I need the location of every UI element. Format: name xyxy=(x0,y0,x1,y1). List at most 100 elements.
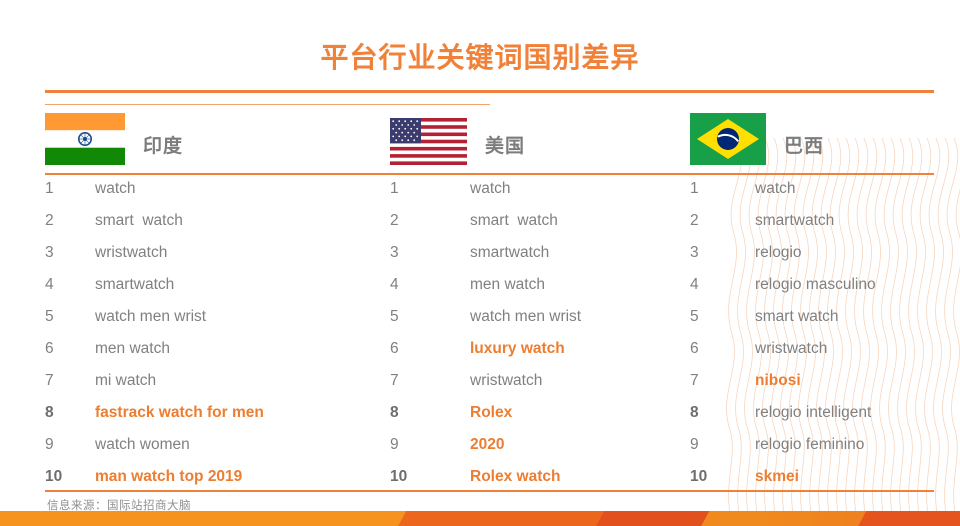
keyword-cell: smartwatch xyxy=(95,276,175,293)
keyword-row: 8 Rolex xyxy=(390,397,682,429)
keyword-row: 2 smart watch xyxy=(390,205,682,237)
rank-cell: 6 xyxy=(390,340,399,357)
rank-cell: 8 xyxy=(690,404,699,421)
keyword-list-india: 1 watch 2 smart watch 3 wristwatch 4 smartwatch… xyxy=(45,173,380,493)
keyword-cell: skmei xyxy=(755,468,799,485)
source-label: 信息来源：国际站招商大脑 xyxy=(47,500,191,512)
rank-cell: 5 xyxy=(45,308,54,325)
rank-cell: 9 xyxy=(45,436,54,453)
keyword-cell: 2020 xyxy=(470,436,505,453)
keyword-cell: watch xyxy=(470,180,511,197)
rank-cell: 3 xyxy=(45,244,54,261)
keyword-row: 9 2020 xyxy=(390,429,682,461)
keyword-cell: watch men wrist xyxy=(95,308,207,325)
keyword-row: 1 watch xyxy=(45,173,380,205)
rank-cell: 8 xyxy=(45,404,54,421)
keyword-row: 6 men watch xyxy=(45,333,380,365)
rank-cell: 5 xyxy=(690,308,699,325)
keyword-row: 4 smartwatch xyxy=(45,269,380,301)
keyword-cell: smart watch xyxy=(95,212,183,229)
title-subrule xyxy=(45,104,490,105)
keyword-cell: wristwatch xyxy=(470,372,543,389)
rank-cell: 10 xyxy=(45,468,63,485)
rank-cell: 5 xyxy=(390,308,399,325)
country-header-usa: 美国 xyxy=(390,111,682,171)
keyword-row: 4 men watch xyxy=(390,269,682,301)
country-header-india: 印度 xyxy=(45,111,380,171)
keyword-cell: watch xyxy=(755,180,796,197)
keyword-row: 7 mi watch xyxy=(45,365,380,397)
keyword-row: 6 wristwatch xyxy=(690,333,940,365)
keyword-cell: nibosi xyxy=(755,372,801,389)
keyword-cell: watch women xyxy=(95,436,190,453)
keyword-cell: smart watch xyxy=(755,308,839,325)
rank-cell: 2 xyxy=(390,212,399,229)
footer-rule xyxy=(45,490,934,492)
keyword-cell: Rolex xyxy=(470,404,513,421)
keyword-row: 3 wristwatch xyxy=(45,237,380,269)
keyword-cell: watch men wrist xyxy=(470,308,582,325)
keyword-cell: smartwatch xyxy=(755,212,835,229)
country-column-usa: 美国 1 watch 2 smart watch 3 smartwatch 4 men wat… xyxy=(390,111,682,507)
keyword-cell: wristwatch xyxy=(755,340,828,357)
india-flag-icon xyxy=(45,113,125,165)
keyword-row: 5 smart watch xyxy=(690,301,940,333)
keyword-row: 10 skmei xyxy=(690,461,940,493)
page-title: 平台行业关键词国别差异 xyxy=(320,42,640,73)
country-label: 印度 xyxy=(143,136,184,157)
rank-cell: 9 xyxy=(690,436,699,453)
keyword-row: 8 relogio intelligent xyxy=(690,397,940,429)
rank-cell: 7 xyxy=(45,372,54,389)
rank-cell: 1 xyxy=(390,180,399,197)
keyword-cell: mi watch xyxy=(95,372,157,389)
rank-cell: 3 xyxy=(690,244,699,261)
keyword-row: 2 smart watch xyxy=(45,205,380,237)
keyword-row: 2 smartwatch xyxy=(690,205,940,237)
country-label: 美国 xyxy=(485,136,526,157)
title-rule xyxy=(45,90,934,93)
keyword-cell: watch xyxy=(95,180,136,197)
keyword-cell: relogio masculino xyxy=(755,276,876,293)
rank-cell: 6 xyxy=(690,340,699,357)
keyword-row: 10 man watch top 2019 xyxy=(45,461,380,493)
country-header-brazil: 巴西 xyxy=(690,111,940,171)
keyword-row: 9 relogio feminino xyxy=(690,429,940,461)
keyword-list-usa: 1 watch 2 smart watch 3 smartwatch 4 men watch 5… xyxy=(390,173,682,493)
keyword-cell: men watch xyxy=(470,276,545,293)
rank-cell: 1 xyxy=(690,180,699,197)
rank-cell: 4 xyxy=(45,276,54,293)
keyword-list-brazil: 1 watch 2 smartwatch 3 relogio 4 relogio mascul… xyxy=(690,173,940,493)
rank-cell: 4 xyxy=(690,276,699,293)
keyword-cell: men watch xyxy=(95,340,170,357)
country-column-india: 印度 1 watch 2 smart watch 3 wristwatch 4 smartwa… xyxy=(45,111,380,507)
country-column-brazil: 巴西 1 watch 2 smartwatch 3 relogio 4 relogio mas… xyxy=(690,111,940,507)
keyword-cell: relogio intelligent xyxy=(755,404,872,421)
footer-decoration-bar xyxy=(0,511,960,526)
rank-cell: 7 xyxy=(390,372,399,389)
keyword-row: 6 luxury watch xyxy=(390,333,682,365)
country-label: 巴西 xyxy=(784,136,825,157)
rank-cell: 8 xyxy=(390,404,399,421)
keyword-cell: relogio xyxy=(755,244,802,261)
keyword-row: 1 watch xyxy=(390,173,682,205)
keyword-row: 10 Rolex watch xyxy=(390,461,682,493)
rank-cell: 7 xyxy=(690,372,699,389)
rank-cell: 10 xyxy=(690,468,708,485)
usa-flag-icon xyxy=(390,118,467,165)
rank-cell: 3 xyxy=(390,244,399,261)
keyword-cell: man watch top 2019 xyxy=(95,468,243,485)
keyword-row: 4 relogio masculino xyxy=(690,269,940,301)
rank-cell: 9 xyxy=(390,436,399,453)
keyword-cell: smartwatch xyxy=(470,244,550,261)
brazil-flag-icon xyxy=(690,113,766,165)
footer-bar-shape xyxy=(856,511,960,526)
keyword-row: 7 wristwatch xyxy=(390,365,682,397)
keyword-row: 1 watch xyxy=(690,173,940,205)
keyword-cell: smart watch xyxy=(470,212,558,229)
keyword-cell: Rolex watch xyxy=(470,468,561,485)
rank-cell: 10 xyxy=(390,468,408,485)
keyword-row: 8 fastrack watch for men xyxy=(45,397,380,429)
rank-cell: 4 xyxy=(390,276,399,293)
rank-cell: 2 xyxy=(45,212,54,229)
